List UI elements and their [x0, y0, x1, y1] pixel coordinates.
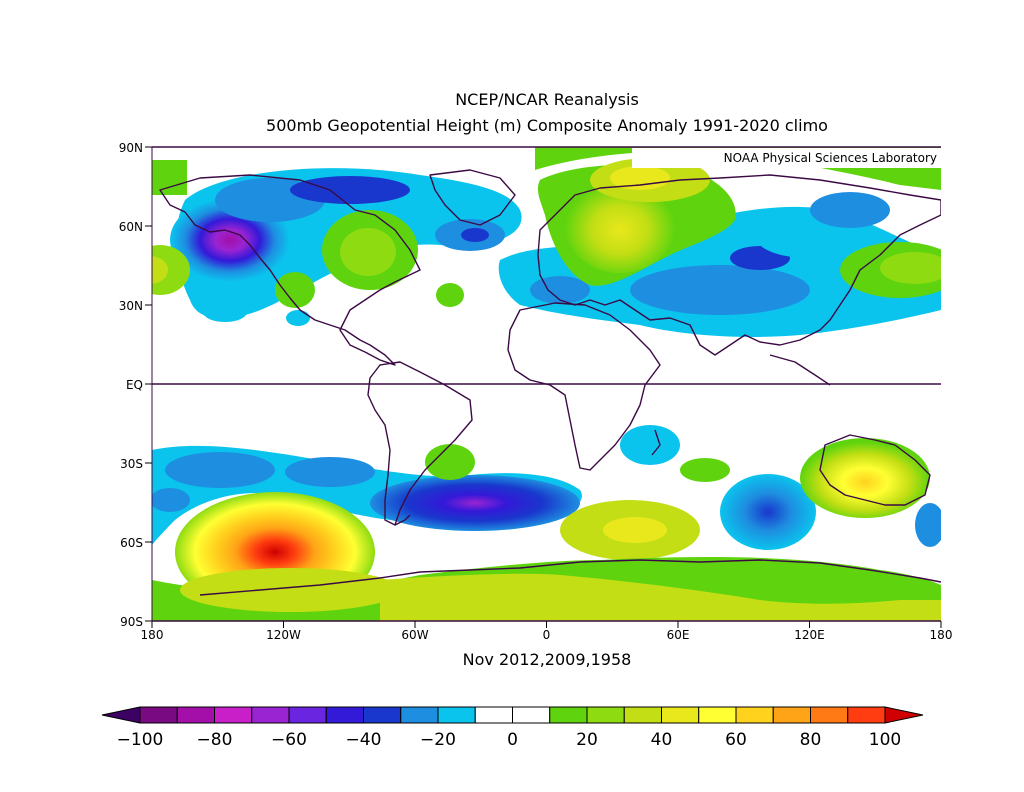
- eurasia-outline: [537, 174, 941, 356]
- lon-tick-label: 120E: [794, 628, 825, 642]
- colorbar-swatch: [549, 706, 588, 724]
- colorbar-swatch: [288, 706, 327, 724]
- latitude-axis: [145, 146, 152, 622]
- lat-tick-label: EQ: [126, 378, 143, 392]
- colorbar-label: −60: [271, 730, 307, 750]
- colorbar: [101, 706, 924, 724]
- credit-box: [632, 148, 941, 168]
- colorbar-swatch: [139, 706, 178, 724]
- colorbar-swatch: [176, 706, 215, 724]
- title-line-1: NCEP/NCAR Reanalysis: [455, 90, 639, 109]
- colorbar-labels: −100 −80 −60 −40 −20 0 20 40 60 80 100: [117, 730, 902, 750]
- colorbar-label: −100: [117, 730, 164, 750]
- colorbar-swatch: [847, 706, 886, 724]
- australia-outline: [819, 434, 931, 506]
- colorbar-label: 0: [507, 730, 518, 750]
- colorbar-swatch: [661, 706, 700, 724]
- composite-dates: Nov 2012,2009,1958: [463, 650, 632, 669]
- lon-tick-label: 60E: [667, 628, 690, 642]
- colorbar-high-arrow: [884, 706, 924, 724]
- colorbar-low-arrow: [101, 706, 141, 724]
- colorbar-label: −80: [197, 730, 233, 750]
- colorbar-label: −40: [346, 730, 382, 750]
- colorbar-swatch: [810, 706, 849, 724]
- colorbar-swatch: [512, 706, 551, 724]
- lon-tick-label: 180: [930, 628, 953, 642]
- colorbar-swatch: [400, 706, 439, 724]
- australia-positive: [800, 438, 930, 518]
- lat-tick-label: 30N: [119, 299, 143, 313]
- lat-tick-label: 30S: [120, 457, 143, 471]
- colorbar-swatch: [363, 706, 402, 724]
- colorbar-swatch: [251, 706, 290, 724]
- colorbar-swatch: [474, 706, 513, 724]
- colorbar-swatch: [698, 706, 737, 724]
- south-america-outline: [367, 361, 473, 526]
- south-indian-negative: [720, 474, 816, 550]
- colorbar-swatch: [735, 706, 774, 724]
- lon-tick-label: 120W: [266, 628, 301, 642]
- colorbar-swatch: [623, 706, 662, 724]
- colorbar-label: 20: [576, 730, 598, 750]
- lon-tick-label: 180: [141, 628, 164, 642]
- longitude-axis: [151, 621, 942, 628]
- antarctica-outline: [199, 559, 941, 596]
- africa-outline: [507, 302, 661, 471]
- colorbar-swatch: [214, 706, 253, 724]
- colorbar-label: 60: [725, 730, 747, 750]
- lat-tick-label: 90N: [119, 141, 143, 155]
- lat-tick-label: 90S: [120, 615, 143, 629]
- colorbar-label: 40: [651, 730, 673, 750]
- greenland-outline: [429, 169, 516, 226]
- lat-tick-label: 60S: [120, 536, 143, 550]
- colorbar-label: 80: [800, 730, 822, 750]
- colorbar-swatch: [437, 706, 476, 724]
- south-atlantic-negative: [370, 475, 580, 531]
- colorbar-swatch: [772, 706, 811, 724]
- lon-tick-label: 60W: [401, 628, 428, 642]
- colorbar-label: −20: [420, 730, 456, 750]
- colorbar-swatch: [586, 706, 625, 724]
- colorbar-swatch: [325, 706, 364, 724]
- title-line-2: 500mb Geopotential Height (m) Composite …: [266, 116, 828, 135]
- credit-label: NOAA Physical Sciences Laboratory: [724, 151, 937, 165]
- lat-tick-label: 60N: [119, 220, 143, 234]
- anomaly-field: [152, 147, 941, 621]
- north-america-outline: [159, 174, 421, 366]
- coastlines: [159, 169, 941, 596]
- colorbar-label: 100: [869, 730, 901, 750]
- lon-tick-label: 0: [543, 628, 551, 642]
